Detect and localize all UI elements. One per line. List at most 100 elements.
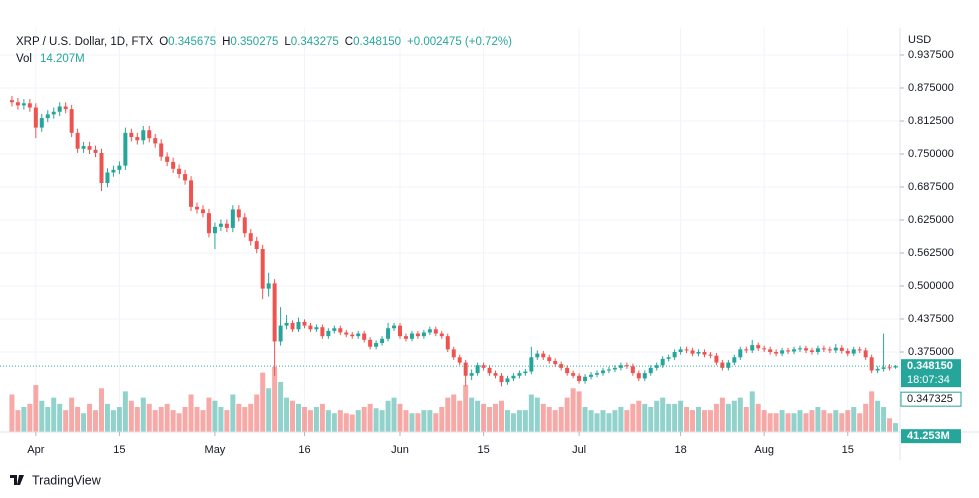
volume-bar (343, 413, 349, 432)
candle-body (87, 146, 92, 150)
volume-bar (534, 397, 540, 432)
volume-key: Vol (16, 53, 32, 65)
volume-bar (170, 410, 176, 432)
candle-body (827, 349, 832, 351)
candle-body (39, 118, 44, 128)
volume-bar (797, 410, 803, 432)
y-tick-label: 0.562500 (908, 247, 954, 259)
candle-body (833, 347, 838, 351)
ohlc-value: 0.350275 (230, 36, 278, 48)
volume-bar (475, 400, 481, 432)
volume-bar (164, 403, 170, 432)
volume-legend: Vol 14.207M (16, 53, 85, 65)
candle-body (392, 325, 397, 329)
price-line-tag (900, 391, 962, 407)
candle-body (421, 332, 426, 337)
volume-bar (498, 400, 504, 432)
candle-body (648, 367, 653, 374)
candle-body (535, 353, 540, 358)
volume-bar (248, 403, 254, 432)
volume-bar (755, 403, 761, 432)
candle-body (129, 132, 134, 138)
candle-body (117, 165, 122, 170)
candle-body (457, 357, 462, 363)
y-tick-label: 0.437500 (908, 313, 954, 325)
y-tick-label: 0.625000 (908, 214, 954, 226)
volume-bar (588, 410, 594, 432)
x-tick-label: 16 (298, 444, 310, 456)
candle-body (266, 283, 271, 289)
volume-bar (791, 413, 797, 432)
candle-body (93, 149, 98, 153)
candle-body (451, 349, 456, 358)
volume-bar (224, 410, 230, 432)
volume-bar (612, 410, 618, 432)
volume-bar (439, 407, 445, 432)
candle-body (809, 350, 814, 353)
volume-bar (242, 407, 248, 432)
volume-bar (45, 407, 51, 432)
volume-bar (564, 397, 570, 432)
candle-body (177, 168, 182, 175)
candle-body (774, 352, 779, 354)
candle-body (577, 375, 582, 382)
candle-body (511, 375, 516, 379)
volume-bar (457, 400, 463, 432)
volume-bar (296, 403, 302, 432)
volume-bar (504, 410, 510, 432)
candle-body (254, 241, 259, 250)
candle-body (189, 180, 194, 207)
volume-bar (81, 413, 87, 432)
candle-body (642, 373, 647, 379)
candle-body (732, 357, 737, 363)
volume-bar (576, 391, 582, 432)
volume-bar (827, 413, 833, 432)
candle-body (260, 249, 265, 289)
price-line-label: 0.347325 (907, 393, 953, 405)
change: +0.002475 (+0.72%) (407, 36, 512, 48)
y-tick-label: 0.500000 (908, 280, 954, 292)
volume-bar (39, 400, 45, 432)
volume-bar (570, 388, 576, 432)
volume-bar (331, 413, 337, 432)
volume-bar (600, 410, 606, 432)
candle-body (744, 349, 749, 351)
candle-body (875, 368, 880, 371)
candle-body (21, 103, 26, 106)
volume-bar (869, 391, 875, 432)
candle-body (750, 345, 755, 351)
candle-body (726, 362, 731, 368)
candle-body (762, 348, 767, 350)
candle-body (738, 349, 743, 358)
candle-body (398, 325, 402, 337)
candle-body (135, 137, 140, 141)
candle-body (678, 349, 683, 353)
volume-bar (63, 410, 69, 432)
volume-bar (684, 407, 690, 432)
logo: TradingView (10, 473, 102, 487)
candle-body (206, 213, 211, 234)
candle-body (821, 348, 826, 350)
volume-bar (654, 400, 660, 432)
candle-body (547, 357, 552, 361)
candle-body (756, 345, 761, 349)
volume-bar (887, 418, 893, 432)
candle-body (111, 169, 116, 173)
volume-bar (75, 407, 81, 432)
volume-bar (731, 400, 737, 432)
candle-body (571, 373, 576, 376)
candle-body (278, 325, 283, 342)
x-tick-label: 15 (113, 444, 125, 456)
candle-body (792, 349, 797, 352)
candle-body (583, 376, 588, 382)
volume-bar (361, 407, 367, 432)
candle-body (845, 350, 850, 354)
volume-bar (200, 410, 206, 432)
volume-bar (409, 413, 415, 432)
candle-body (618, 365, 623, 368)
candle-body (380, 338, 385, 344)
volume-bar (391, 397, 397, 432)
volume-bar (463, 385, 469, 432)
volume-bar (325, 410, 331, 432)
volume-bar (188, 394, 194, 432)
